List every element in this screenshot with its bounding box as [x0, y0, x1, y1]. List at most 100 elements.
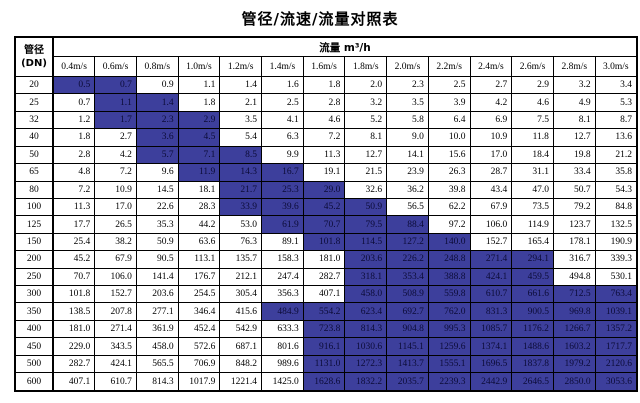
flow-value-cell: 2442.9 — [469, 372, 513, 392]
flow-value-cell: 1221.4 — [219, 372, 263, 392]
flow-value-cell: 316.7 — [552, 250, 596, 269]
flow-value-cell: 763.4 — [594, 285, 638, 304]
flow-value-cell: 79.5 — [344, 215, 388, 234]
flow-value-cell: 141.4 — [135, 267, 179, 287]
flow-value-cell: 10.0 — [427, 128, 471, 147]
flow-value-cell: 1696.5 — [469, 354, 513, 374]
flow-value-cell: 114.5 — [344, 232, 388, 252]
flow-value-cell: 73.5 — [511, 197, 554, 217]
flow-value-cell: 1717.7 — [594, 337, 638, 356]
flow-value-cell: 18.4 — [511, 145, 554, 165]
flow-value-cell: 3.2 — [344, 93, 388, 112]
flow-value-cell: 5.2 — [344, 110, 388, 130]
flow-value-cell: 1832.2 — [344, 372, 388, 392]
flow-value-cell: 10.9 — [94, 180, 137, 199]
flow-value-cell: 1979.2 — [552, 354, 596, 374]
flow-value-cell: 19.1 — [302, 163, 346, 182]
velocity-header-cell: 0.4m/s — [52, 56, 96, 77]
flow-value-cell: 26.3 — [427, 163, 471, 182]
dn-header-cell: 管径 (DN) — [14, 36, 54, 77]
table-row: 200 45.2 67.9 90.5 113.1 135.7 158.3 181.0 203.6… — [14, 250, 638, 269]
flow-value-cell: 17.0 — [469, 145, 513, 165]
flow-value-cell: 1.8 — [302, 75, 346, 95]
table-row: 600 407.1 610.7 814.3 1017.9 1221.4 1425.0 1628… — [14, 372, 638, 392]
velocity-header-cell: 0.8m/s — [135, 56, 179, 77]
flow-value-cell: 388.8 — [427, 267, 471, 287]
flow-value-cell: 14.5 — [135, 180, 179, 199]
flow-value-cell: 33.4 — [552, 163, 596, 182]
flow-value-cell: 687.1 — [219, 337, 263, 356]
flow-value-cell: 0.7 — [94, 75, 137, 95]
dn-cell: 50 — [14, 145, 54, 165]
flow-value-cell: 271.4 — [94, 319, 137, 339]
flow-value-cell: 2035.7 — [386, 372, 429, 392]
flow-value-cell: 459.5 — [511, 267, 554, 287]
table-row: 400 181.0 271.4 361.9 452.4 542.9 633.3 723.8 81… — [14, 319, 638, 339]
flow-value-cell: 904.8 — [386, 319, 429, 339]
flow-value-cell: 318.1 — [344, 267, 388, 287]
flow-value-cell: 1266.7 — [552, 319, 596, 339]
flow-value-cell: 8.5 — [219, 145, 263, 165]
table-header: 管径 (DN) 流量 m³/h 0.4m/s 0.6m/s 0.8m/s 1.0m/s… — [14, 36, 638, 77]
flow-value-cell: 1.2 — [52, 110, 96, 130]
flow-value-cell: 123.7 — [552, 215, 596, 234]
table-row: 65 4.8 7.2 9.6 11.9 14.3 16.7 19.1 21.5 23.9 26.3 2… — [14, 163, 638, 182]
velocity-header-cell: 0.6m/s — [94, 56, 137, 77]
flow-value-cell: 203.6 — [344, 250, 388, 269]
flow-value-cell: 2.9 — [177, 110, 221, 130]
flow-unit-header-cell: 流量 m³/h — [52, 36, 638, 57]
flow-value-cell: 565.5 — [135, 354, 179, 374]
flow-table: 管径 (DN) 流量 m³/h 0.4m/s 0.6m/s 0.8m/s 1.0m/s… — [14, 36, 638, 392]
flow-value-cell: 424.1 — [94, 354, 137, 374]
flow-value-cell: 458.0 — [135, 337, 179, 356]
table-row: 500 282.7 424.1 565.5 706.9 848.2 989.6 1131.0 1… — [14, 354, 638, 374]
flow-value-cell: 2.3 — [386, 75, 429, 95]
dn-cell: 300 — [14, 285, 54, 304]
flow-value-cell: 140.0 — [427, 232, 471, 252]
flow-value-cell: 7.2 — [302, 128, 346, 147]
flow-value-cell: 2120.6 — [594, 354, 638, 374]
flow-value-cell: 11.9 — [177, 163, 221, 182]
flow-value-cell: 572.6 — [177, 337, 221, 356]
flow-value-cell: 45.2 — [302, 197, 346, 217]
flow-value-cell: 530.1 — [594, 267, 638, 287]
flow-value-cell: 294.1 — [511, 250, 554, 269]
flow-value-cell: 17.7 — [52, 215, 96, 234]
flow-value-cell: 9.0 — [386, 128, 429, 147]
flow-value-cell: 2646.5 — [511, 372, 554, 392]
flow-value-cell: 3.2 — [552, 75, 596, 95]
flow-value-cell: 132.5 — [594, 215, 638, 234]
table-row: 125 17.7 26.5 35.3 44.2 53.0 61.9 70.7 79.5 88.4 9… — [14, 215, 638, 234]
flow-value-cell: 6.9 — [469, 110, 513, 130]
table-body: 20 0.5 0.7 0.9 1.1 1.4 1.6 1.8 2.0 2.3 2.5 2.7 2.9 3.… — [14, 75, 638, 392]
flow-value-cell: 1374.1 — [469, 337, 513, 356]
flow-value-cell: 207.8 — [94, 302, 137, 321]
flow-value-cell: 45.2 — [52, 250, 96, 269]
flow-value-cell: 995.3 — [427, 319, 471, 339]
flow-value-cell: 346.4 — [177, 302, 221, 321]
flow-value-cell: 181.0 — [52, 319, 96, 339]
flow-value-cell: 31.1 — [511, 163, 554, 182]
flow-value-cell: 723.8 — [302, 319, 346, 339]
velocity-header-cell: 2.4m/s — [469, 56, 513, 77]
velocity-header-cell: 1.4m/s — [261, 56, 304, 77]
flow-value-cell: 10.9 — [469, 128, 513, 147]
flow-value-cell: 5.3 — [594, 93, 638, 112]
flow-value-cell: 26.5 — [94, 215, 137, 234]
flow-value-cell: 248.8 — [427, 250, 471, 269]
flow-value-cell: 415.6 — [219, 302, 263, 321]
flow-value-cell: 0.7 — [52, 93, 96, 112]
flow-value-cell: 97.2 — [427, 215, 471, 234]
flow-value-cell: 88.4 — [386, 215, 429, 234]
flow-value-cell: 203.6 — [135, 285, 179, 304]
table-row: 250 70.7 106.0 141.4 176.7 212.1 247.4 282.7 318… — [14, 267, 638, 287]
table-row: 25 0.7 1.1 1.4 1.8 2.1 2.5 2.8 3.2 3.5 3.9 4.2 4.6 4.… — [14, 93, 638, 112]
flow-value-cell: 1425.0 — [261, 372, 304, 392]
flow-value-cell: 542.9 — [219, 319, 263, 339]
flow-value-cell: 692.7 — [386, 302, 429, 321]
flow-value-cell: 29.0 — [302, 180, 346, 199]
flow-value-cell: 12.7 — [344, 145, 388, 165]
flow-value-cell: 1.7 — [94, 110, 137, 130]
flow-value-cell: 900.5 — [511, 302, 554, 321]
flow-value-cell: 5.7 — [135, 145, 179, 165]
